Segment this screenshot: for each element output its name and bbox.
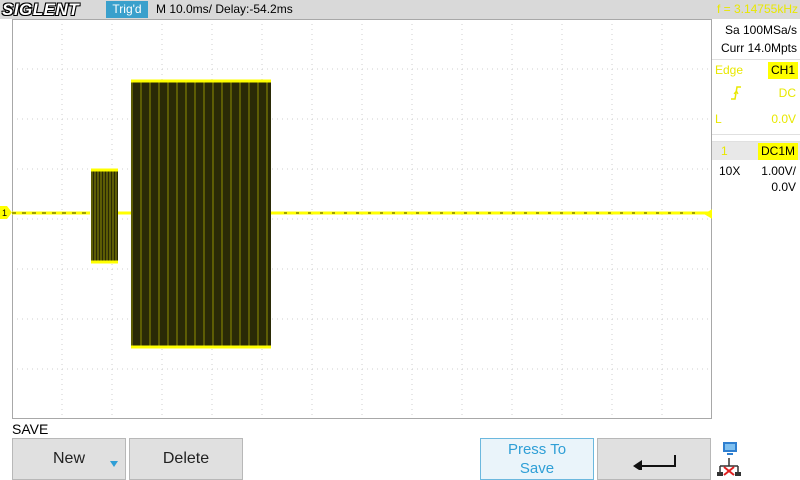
channel-1-level-marker[interactable]: 1 <box>0 206 12 219</box>
channel-1-info[interactable]: 1 DC1M 10X 1.00V/ 0.0V <box>712 141 800 196</box>
trigger-level-value: 0.0V <box>771 112 796 126</box>
channel-coupling-badge: DC1M <box>757 143 798 160</box>
memory-depth: Curr 14.0Mpts <box>720 41 797 55</box>
press-to-save-button[interactable]: Press To Save <box>480 438 594 480</box>
new-button-label: New <box>52 450 85 467</box>
trigger-level-marker[interactable] <box>704 208 714 220</box>
menu-title: SAVE <box>12 421 49 437</box>
trigger-source-badge: CH1 <box>767 62 798 79</box>
trigger-status-badge: Trig'd <box>106 1 148 18</box>
vertical-scale: 1.00V/ <box>761 164 796 178</box>
network-disconnected-icon[interactable] <box>715 440 743 478</box>
siglent-logo: SIGLENT <box>2 0 80 19</box>
waveform-display[interactable] <box>12 19 712 419</box>
trigger-type: Edge <box>715 63 744 77</box>
status-bar: SIGLENT Trig'd M 10.0ms/ Delay:-54.2ms f… <box>0 0 800 19</box>
channel-indicator: 1 <box>721 144 728 158</box>
trigger-level-label: L <box>715 112 722 126</box>
sample-rate: Sa 100MSa/s <box>724 23 797 37</box>
back-button[interactable] <box>597 438 711 480</box>
return-arrow-icon <box>633 455 676 470</box>
trigger-coupling: DC <box>778 86 796 100</box>
vertical-offset: 0.0V <box>771 180 796 194</box>
info-panel: Sa 100MSa/s Curr 14.0Mpts Edge CH1 DC L … <box>712 19 800 419</box>
new-button[interactable]: New <box>12 438 126 480</box>
delete-button[interactable]: Delete <box>129 438 243 480</box>
svg-text:1: 1 <box>2 208 7 218</box>
channel-1-trace <box>12 79 712 349</box>
timebase-readout: M 10.0ms/ Delay:-54.2ms <box>156 2 293 16</box>
trigger-info[interactable]: Edge CH1 DC L 0.0V <box>712 59 800 135</box>
rising-edge-icon <box>731 86 741 100</box>
chevron-down-icon <box>110 461 118 467</box>
delete-button-label: Delete <box>162 450 210 467</box>
press-to-save-line2: Save <box>519 460 555 477</box>
probe-attenuation: 10X <box>719 164 741 178</box>
press-to-save-line1: Press To <box>507 441 567 458</box>
frequency-readout: f = 3.14755kHz <box>716 2 798 16</box>
